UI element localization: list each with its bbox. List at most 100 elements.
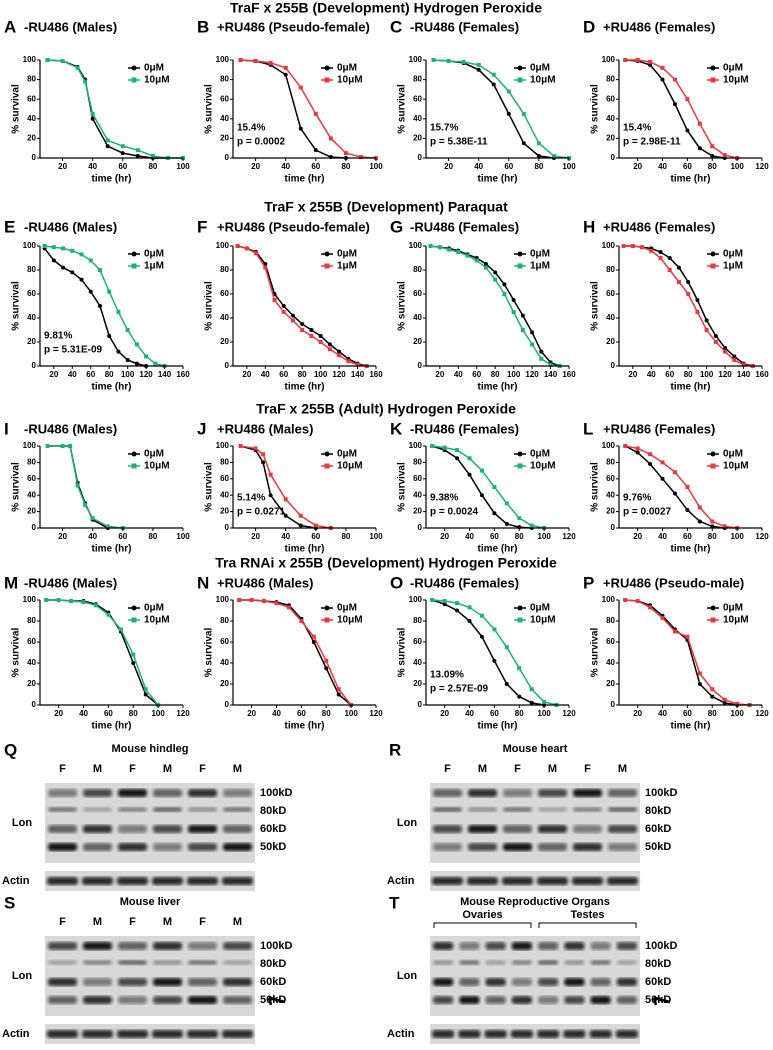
- y-tick-label: 20: [606, 134, 615, 143]
- legend-label: 10μM: [337, 75, 363, 86]
- y-tick-label: 20: [220, 679, 229, 688]
- point: [107, 289, 112, 294]
- point: [623, 598, 628, 602]
- point: [268, 493, 273, 498]
- marker-label: 100kD: [645, 940, 677, 952]
- band: [83, 942, 112, 950]
- x-tick-label: 80: [708, 162, 717, 171]
- point: [143, 692, 148, 697]
- x-axis-label: time (hr): [478, 544, 518, 555]
- band: [537, 877, 568, 885]
- y-tick-label: 60: [413, 474, 422, 483]
- blot-title: Mouse heart: [503, 743, 568, 755]
- annotation: p = 5.38E-11: [430, 137, 488, 148]
- point: [676, 280, 681, 284]
- marker-label: 80kD: [645, 805, 671, 817]
- y-tick-label: 60: [220, 637, 229, 646]
- point: [685, 485, 690, 489]
- point: [70, 270, 75, 275]
- band: [608, 807, 637, 812]
- annotation: p = 0.0271: [237, 507, 286, 518]
- point: [262, 599, 267, 604]
- lane-label: F: [584, 763, 591, 775]
- band: [153, 807, 182, 812]
- point: [467, 456, 472, 461]
- point: [672, 491, 677, 496]
- point: [327, 347, 332, 352]
- y-tick-label: 40: [27, 313, 36, 322]
- legend-marker: [131, 65, 137, 71]
- point: [635, 599, 640, 604]
- y-axis-label: % survival: [397, 462, 408, 512]
- y-tick-label: 60: [413, 289, 422, 298]
- band: [573, 807, 602, 812]
- blot-membrane: [45, 936, 255, 1016]
- point: [685, 634, 690, 639]
- y-tick-label: 0: [611, 361, 616, 370]
- x-tick-label: 100: [537, 709, 551, 718]
- point: [144, 354, 149, 359]
- point: [660, 65, 665, 70]
- panel-title: -RU486 (Females): [410, 575, 519, 590]
- band: [616, 996, 637, 1004]
- annotation: 15.4%: [623, 123, 651, 134]
- point: [506, 111, 511, 116]
- y-tick-label: 0: [611, 700, 616, 709]
- point: [476, 67, 481, 72]
- band: [459, 942, 480, 950]
- point: [676, 265, 681, 270]
- point: [131, 661, 136, 665]
- y-tick-label: 40: [27, 658, 36, 667]
- band: [223, 807, 252, 812]
- lane-label: M: [93, 916, 102, 928]
- band: [459, 960, 480, 965]
- point: [621, 244, 626, 248]
- panel-letter: L: [583, 419, 593, 438]
- y-tick-label: 60: [27, 637, 36, 646]
- band: [188, 807, 217, 812]
- band: [564, 978, 585, 986]
- protein-label: Lon: [397, 817, 417, 829]
- point: [476, 62, 481, 67]
- band: [468, 843, 497, 851]
- panel-letter: M: [4, 573, 18, 592]
- band: [467, 877, 498, 885]
- point: [60, 444, 65, 448]
- point: [442, 599, 447, 604]
- blot-title: Mouse hindleg: [112, 743, 189, 755]
- x-tick-label: 120: [176, 709, 190, 718]
- point: [430, 444, 435, 448]
- legend-label: 0μM: [530, 63, 550, 74]
- point: [502, 292, 507, 296]
- band: [118, 807, 147, 812]
- band: [48, 978, 77, 986]
- legend-label: 1μM: [144, 261, 164, 272]
- survival-line: [46, 599, 159, 706]
- x-tick-label: 60: [297, 709, 306, 718]
- band: [433, 807, 462, 812]
- band: [83, 996, 112, 1004]
- x-tick-label: 80: [341, 532, 350, 541]
- lane-label: M: [478, 763, 487, 775]
- legend-label: 10μM: [144, 75, 170, 86]
- x-tick-label: 60: [86, 370, 95, 379]
- legend-label: 10μM: [530, 461, 556, 472]
- y-tick-label: 100: [216, 55, 230, 64]
- panel-letter: I: [4, 419, 9, 438]
- y-tick-label: 20: [413, 337, 422, 346]
- x-tick-label: 20: [247, 709, 256, 718]
- x-tick-label: 20: [440, 709, 449, 718]
- x-axis-label: time (hr): [285, 544, 325, 555]
- point: [479, 634, 484, 639]
- x-tick-label: 40: [281, 532, 290, 541]
- y-tick-label: 80: [606, 458, 615, 467]
- panel-letter: Q: [4, 740, 17, 759]
- band: [82, 1030, 113, 1038]
- y-tick-label: 80: [27, 75, 36, 84]
- x-tick-label: 100: [730, 532, 744, 541]
- point: [309, 328, 314, 332]
- band: [537, 1030, 560, 1038]
- point: [328, 136, 333, 141]
- band: [153, 978, 182, 986]
- y-tick-label: 100: [602, 441, 616, 450]
